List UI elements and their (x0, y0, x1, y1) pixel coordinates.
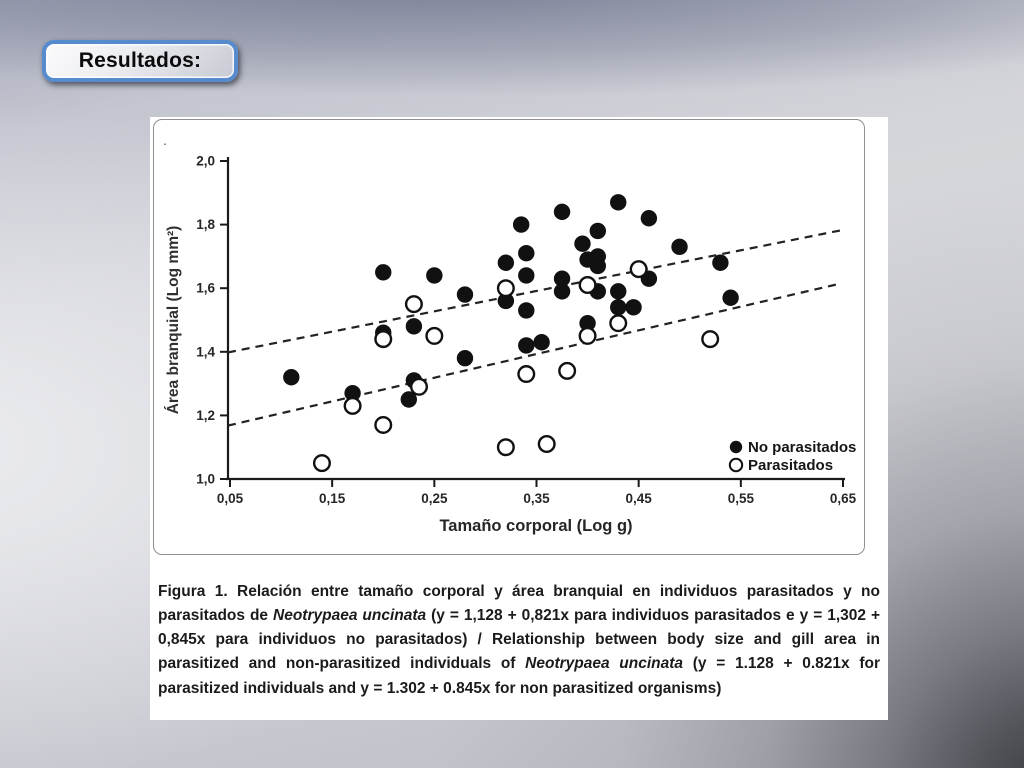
point-no-parasitado (344, 384, 361, 402)
point-parasitado (558, 361, 577, 380)
point-parasitado (374, 330, 393, 349)
point-parasitado (374, 415, 393, 434)
species-name: Neotrypaea uncinata (273, 606, 427, 624)
point-no-parasitado (405, 318, 423, 335)
legend-label: Parasitados (748, 457, 833, 474)
y-tick-label: 1,2 (196, 408, 215, 423)
point-no-parasitado (456, 349, 474, 367)
point-parasitado (343, 396, 362, 415)
x-tick-label: 0,35 (523, 491, 550, 506)
point-no-parasitado (712, 254, 729, 271)
x-tick-label: 0,45 (626, 491, 653, 506)
point-no-parasitado (625, 299, 642, 316)
trend-line (227, 282, 842, 427)
point-no-parasitado (671, 238, 688, 256)
point-parasitado (537, 435, 556, 454)
slide-title-box: Resultados: (42, 40, 238, 82)
point-parasitado (496, 279, 515, 298)
x-tick-label: 0,25 (421, 491, 448, 506)
x-tick-label: 0,15 (319, 491, 346, 506)
legend-marker-open (728, 457, 744, 473)
point-no-parasitado (518, 245, 535, 262)
y-tick-label: 1,8 (196, 217, 215, 232)
x-axis-title: Tamaño corporal (Log g) (439, 517, 632, 535)
point-no-parasitado (553, 203, 571, 221)
point-no-parasitado (497, 254, 515, 271)
point-no-parasitado (589, 222, 606, 240)
point-no-parasitado (610, 194, 627, 211)
point-no-parasitado (640, 210, 658, 227)
point-parasitado (578, 326, 597, 345)
point-no-parasitado (518, 267, 535, 284)
y-axis-title: Área branquial (Log mm²) (165, 226, 182, 415)
point-parasitado (404, 295, 423, 314)
point-parasitado (496, 438, 515, 457)
point-no-parasitado (426, 267, 443, 284)
figure-panel: . 1,0 1,2 1,4 1,6 1,8 2,0 0,05 0,15 0,25 0,35 0,45… (150, 117, 888, 720)
point-parasitado (410, 377, 429, 396)
point-no-parasitado (579, 314, 596, 332)
point-no-parasitado (518, 302, 535, 319)
point-parasitado (425, 326, 444, 345)
caption-text: (y = 1.128 + 0.821x for parasitized indi… (158, 655, 880, 697)
caption-text: Figura 1. Relación entre tamaño corporal… (158, 582, 880, 624)
slide-title: Resultados: (78, 49, 202, 72)
point-no-parasitado (283, 369, 300, 386)
point-no-parasitado (589, 257, 606, 275)
trend-line (227, 229, 842, 354)
x-tick-label: 0,05 (217, 491, 244, 506)
point-parasitado (312, 454, 331, 473)
point-no-parasitado (553, 283, 571, 300)
species-name: Neotrypaea uncinata (525, 655, 684, 673)
point-parasitado (609, 314, 628, 333)
point-no-parasitado (375, 264, 392, 281)
point-no-parasitado (497, 292, 515, 310)
point-no-parasitado (400, 391, 417, 408)
y-tick-label: 2,0 (196, 154, 215, 169)
point-no-parasitado (533, 334, 550, 351)
point-no-parasitado (610, 283, 627, 300)
legend-marker-filled (729, 440, 743, 454)
point-no-parasitado (456, 286, 474, 303)
point-parasitado (629, 260, 648, 279)
caption-text: (y = 1,128 + 0,821x para individuos para… (158, 606, 881, 673)
point-no-parasitado (722, 289, 739, 306)
point-no-parasitado (574, 235, 591, 252)
point-no-parasitado (518, 337, 535, 354)
point-parasitado (701, 330, 720, 349)
chart-frame: . 1,0 1,2 1,4 1,6 1,8 2,0 0,05 0,15 0,25 0,35 0,45… (153, 119, 865, 555)
point-no-parasitado (610, 299, 627, 316)
x-tick-label: 0,65 (830, 491, 857, 506)
scatter-chart: 1,0 1,2 1,4 1,6 1,8 2,0 0,05 0,15 0,25 0,35 0,45 0,… (165, 154, 857, 536)
point-no-parasitado (553, 270, 571, 287)
legend-label: No parasitados (748, 439, 856, 456)
stray-mark: . (163, 132, 167, 148)
point-parasitado (517, 365, 536, 384)
point-parasitado (578, 276, 597, 295)
point-no-parasitado (512, 216, 530, 233)
x-tick-label: 0,55 (728, 491, 755, 506)
figure-caption: Figura 1. Relación entre tamaño corporal… (158, 580, 880, 701)
y-tick-label: 1,6 (196, 281, 215, 296)
y-tick-label: 1,0 (196, 472, 215, 487)
y-tick-label: 1,4 (196, 344, 215, 359)
